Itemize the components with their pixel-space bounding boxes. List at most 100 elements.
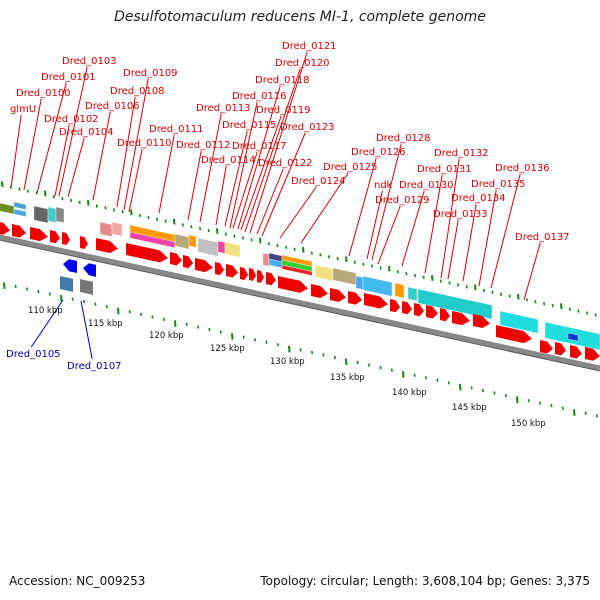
gene-label: Dred_0104	[59, 127, 114, 138]
forward-gene-arrow	[226, 264, 238, 278]
forward-gene-arrow	[440, 308, 450, 322]
outer-tick-row	[1, 181, 597, 317]
tick-mark	[439, 279, 442, 283]
forward-gene-arrow	[390, 299, 400, 313]
tick-mark	[71, 297, 74, 301]
forward-gene-arrow	[330, 288, 346, 302]
map-title: Desulfotomaculum reducens MI-1, complete…	[114, 9, 486, 25]
tick-mark	[573, 409, 576, 416]
forward-gene-arrow	[414, 303, 424, 317]
leader-line	[447, 219, 459, 280]
kbp-tick-label: 140 kbp	[392, 388, 427, 398]
tick-mark	[190, 225, 193, 229]
tick-mark	[379, 365, 382, 370]
leader-line	[80, 300, 93, 360]
forward-gene-arrow	[12, 224, 26, 238]
cog-block	[567, 332, 579, 342]
tick-mark	[265, 340, 268, 344]
forward-gene-arrow	[96, 238, 118, 254]
gene-label: Dred_0102	[44, 114, 99, 125]
tick-mark	[242, 236, 245, 240]
cog-block	[55, 206, 65, 224]
forward-gene-arrow	[266, 272, 276, 286]
leader-line	[232, 151, 258, 229]
tick-mark	[48, 292, 51, 296]
leader-line	[54, 124, 70, 197]
leader-line	[300, 172, 349, 244]
tick-mark	[362, 262, 365, 266]
tick-mark	[117, 307, 120, 315]
gene-label: Dred_0100	[16, 88, 71, 99]
leader-line	[256, 168, 284, 235]
tick-mark	[83, 300, 86, 304]
tick-mark	[208, 327, 211, 332]
tick-mark	[87, 200, 90, 206]
cog-block	[47, 206, 57, 224]
cog-block	[111, 221, 123, 237]
tick-mark	[44, 190, 47, 197]
gene-label: Dred_0108	[110, 86, 165, 97]
tick-mark	[390, 368, 393, 372]
tick-mark	[121, 210, 124, 214]
gene-label: Dred_0115	[222, 120, 277, 131]
tick-mark	[276, 343, 279, 347]
gene-label: glmU	[10, 104, 36, 115]
leader-line	[92, 111, 111, 201]
cog-block	[33, 205, 49, 224]
tick-mark	[140, 312, 143, 316]
tick-mark	[250, 238, 253, 242]
gene-label: Dred_0103	[62, 56, 117, 67]
tick-mark	[310, 251, 313, 255]
kbp-tick-label: 125 kbp	[210, 344, 245, 354]
tick-mark	[319, 253, 322, 257]
tick-mark	[368, 363, 371, 367]
tick-mark	[285, 245, 288, 249]
forward-gene-arrow	[249, 268, 256, 281]
tick-mark	[37, 289, 40, 294]
tick-mark	[482, 288, 485, 293]
tick-mark	[534, 300, 537, 304]
tick-mark	[52, 195, 55, 199]
forward-gene-arrow	[240, 267, 248, 280]
gene-label: Dred_0130	[399, 180, 454, 191]
tick-mark	[105, 305, 108, 309]
leader-line	[67, 137, 85, 198]
forward-gene-arrow	[570, 345, 582, 359]
tick-mark	[138, 213, 141, 218]
forward-gene-arrow	[473, 314, 490, 329]
gene-label: Dred_0119	[256, 105, 311, 116]
forward-gene-arrow	[215, 262, 224, 276]
tick-mark	[128, 310, 131, 314]
cog-block	[332, 267, 357, 286]
forward-gene-arrow	[257, 270, 264, 283]
tick-mark	[568, 307, 571, 311]
gene-label: Dred_0117	[232, 141, 287, 152]
tick-mark	[147, 215, 150, 219]
tick-mark	[482, 388, 485, 393]
tick-mark	[465, 285, 468, 289]
forward-gene-arrow	[585, 347, 600, 361]
tick-mark	[561, 406, 564, 410]
tick-mark	[356, 360, 359, 365]
tick-mark	[162, 317, 165, 322]
tick-mark	[551, 303, 554, 308]
gene-label: Dred_0114	[201, 155, 256, 166]
gene-label: Dred_0121	[282, 41, 337, 52]
forward-gene-arrow	[496, 325, 532, 344]
tick-mark	[500, 292, 503, 296]
tick-mark	[242, 335, 245, 339]
tick-mark	[302, 247, 305, 253]
leader-line	[424, 174, 443, 274]
genome-backbone	[0, 234, 600, 371]
tick-mark	[151, 315, 154, 319]
gene-label: Dred_0122	[258, 158, 313, 169]
gene-labels: glmU Dred_0100 Dred_0101 Dred_0102 Dred_0103…	[6, 41, 570, 372]
forward-gene-arrow	[183, 255, 193, 269]
tick-mark	[345, 256, 348, 263]
cog-block	[224, 241, 241, 258]
tick-mark	[1, 181, 4, 188]
tick-mark	[527, 398, 530, 403]
forward-genes	[0, 222, 600, 361]
leader-line	[244, 68, 301, 233]
